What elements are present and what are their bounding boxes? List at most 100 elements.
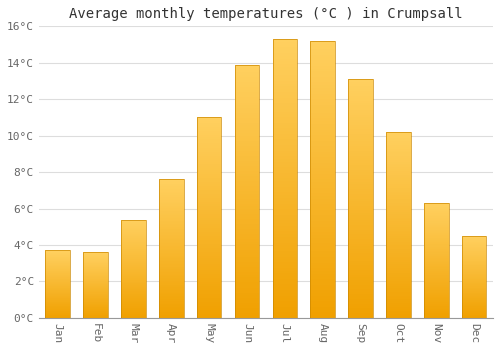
Bar [197, 294, 222, 296]
Bar [424, 260, 448, 262]
Bar [348, 141, 373, 144]
Bar [386, 312, 410, 314]
Bar [234, 222, 260, 224]
Bar [234, 244, 260, 247]
Bar [197, 158, 222, 160]
Bar [424, 271, 448, 272]
Bar [197, 138, 222, 140]
Bar [272, 262, 297, 265]
Bar [121, 235, 146, 236]
Bar [234, 201, 260, 204]
Bar [84, 261, 108, 262]
Bar [197, 121, 222, 124]
Bar [462, 283, 486, 284]
Bar [234, 186, 260, 189]
Bar [197, 133, 222, 135]
Bar [121, 300, 146, 301]
Bar [272, 290, 297, 293]
Bar [197, 282, 222, 284]
Bar [159, 258, 184, 260]
Bar [159, 281, 184, 282]
Bar [197, 125, 222, 127]
Bar [424, 290, 448, 292]
Bar [424, 219, 448, 220]
Bar [159, 289, 184, 290]
Bar [197, 292, 222, 294]
Bar [424, 203, 448, 204]
Bar [84, 298, 108, 299]
Bar [234, 282, 260, 285]
Bar [386, 253, 410, 255]
Bar [121, 223, 146, 224]
Bar [386, 285, 410, 286]
Bar [84, 291, 108, 292]
Bar [424, 225, 448, 226]
Bar [159, 250, 184, 251]
Bar [424, 238, 448, 239]
Bar [197, 230, 222, 232]
Bar [159, 297, 184, 299]
Bar [386, 149, 410, 150]
Bar [272, 206, 297, 209]
Bar [46, 310, 70, 311]
Bar [310, 238, 335, 240]
Bar [121, 240, 146, 241]
Bar [272, 50, 297, 53]
Bar [462, 293, 486, 294]
Bar [234, 252, 260, 254]
Bar [386, 227, 410, 229]
Bar [272, 184, 297, 187]
Bar [462, 316, 486, 317]
Bar [121, 281, 146, 282]
Bar [197, 152, 222, 154]
Bar [234, 293, 260, 295]
Bar [424, 279, 448, 280]
Bar [197, 250, 222, 252]
Bar [348, 258, 373, 261]
Bar [348, 251, 373, 253]
Bar [121, 272, 146, 273]
Bar [121, 220, 146, 222]
Bar [159, 310, 184, 311]
Bar [234, 204, 260, 206]
Bar [310, 188, 335, 190]
Bar [424, 255, 448, 256]
Bar [234, 103, 260, 105]
Bar [46, 282, 70, 283]
Bar [272, 193, 297, 195]
Bar [424, 307, 448, 308]
Bar [462, 279, 486, 280]
Bar [234, 113, 260, 115]
Bar [234, 199, 260, 201]
Bar [84, 260, 108, 261]
Bar [310, 135, 335, 138]
Bar [234, 110, 260, 113]
Bar [197, 130, 222, 132]
Bar [84, 254, 108, 255]
Bar [197, 186, 222, 188]
Bar [121, 253, 146, 254]
Bar [386, 298, 410, 299]
Bar [234, 115, 260, 118]
Bar [159, 224, 184, 225]
Bar [159, 271, 184, 272]
Bar [310, 229, 335, 232]
Bar [272, 61, 297, 64]
Bar [46, 270, 70, 271]
Bar [121, 243, 146, 244]
Bar [84, 308, 108, 309]
Bar [424, 311, 448, 312]
Bar [348, 289, 373, 292]
Bar [46, 262, 70, 263]
Bar [424, 317, 448, 318]
Bar [197, 300, 222, 302]
Bar [462, 277, 486, 278]
Bar [197, 117, 222, 119]
Bar [348, 177, 373, 180]
Bar [234, 92, 260, 95]
Bar [121, 303, 146, 304]
Bar [46, 308, 70, 309]
Bar [197, 258, 222, 260]
Bar [84, 258, 108, 259]
Bar [272, 215, 297, 218]
